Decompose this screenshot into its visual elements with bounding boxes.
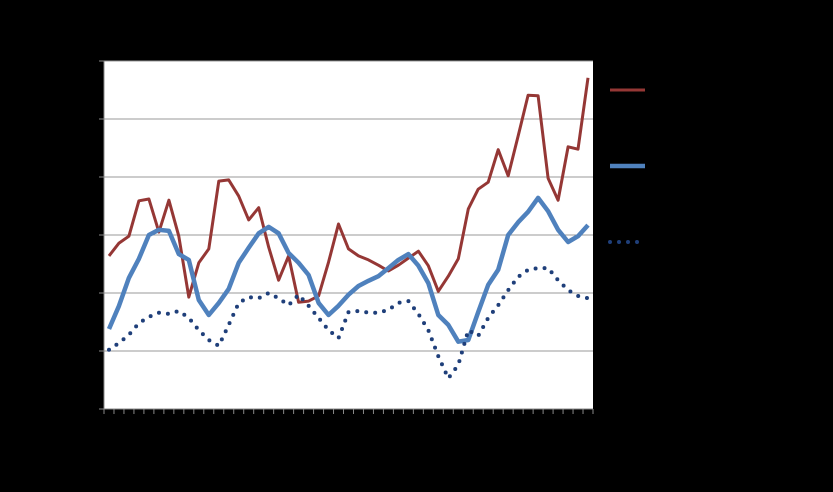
series-line: [106, 195, 590, 344]
series-line: [107, 77, 590, 304]
series-line: [107, 266, 590, 381]
